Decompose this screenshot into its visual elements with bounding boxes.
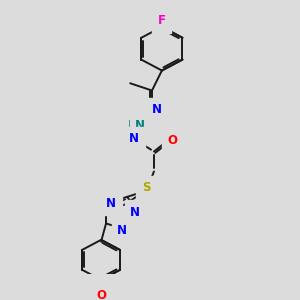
Text: F: F <box>158 14 166 27</box>
Text: N: N <box>130 206 140 219</box>
Text: O: O <box>96 289 106 300</box>
Text: N: N <box>117 224 127 237</box>
Text: N: N <box>135 118 145 132</box>
Text: N: N <box>129 132 139 145</box>
Text: N: N <box>152 103 162 116</box>
Text: O: O <box>168 134 178 147</box>
Text: N: N <box>106 197 116 210</box>
Text: H: H <box>128 118 138 132</box>
Text: S: S <box>142 182 150 194</box>
